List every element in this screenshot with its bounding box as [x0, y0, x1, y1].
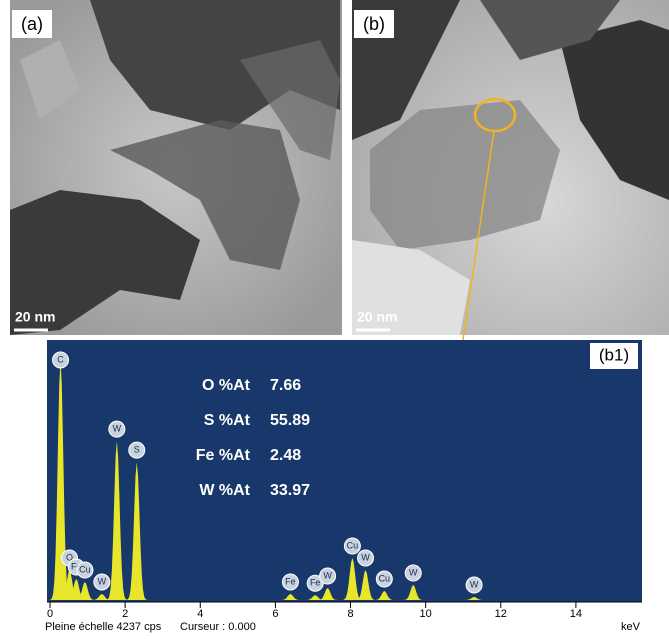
x-tick-label: 10	[420, 608, 432, 620]
panel-label-box	[12, 10, 52, 38]
footer-scale: Pleine échelle 4237 cps	[45, 621, 162, 633]
footer-cursor: Curseur : 0.000	[180, 621, 256, 633]
composition-element: S %At	[204, 412, 251, 429]
peak-label: C	[57, 354, 64, 364]
peak-label-badge	[375, 570, 393, 588]
peak-label: O	[66, 552, 73, 562]
peak-label: Fe	[285, 576, 296, 586]
peak-label: W	[323, 570, 332, 580]
composition-value: 7.66	[270, 377, 301, 394]
peak-label-badge	[357, 549, 375, 567]
panel-label: (b)	[363, 14, 385, 34]
composition-element: O %At	[202, 377, 251, 394]
x-tick-label: 6	[272, 608, 278, 620]
spectrum-peak	[350, 570, 381, 600]
composition-value: 2.48	[270, 447, 301, 464]
composition-value: 55.89	[270, 412, 310, 429]
peak-label: W	[98, 576, 107, 586]
peak-label: W	[470, 579, 479, 589]
peak-label-badge	[319, 567, 337, 585]
peak-label-badge	[128, 441, 146, 459]
panel-label: (a)	[21, 14, 43, 34]
peak-label: Cu	[79, 564, 91, 574]
spectrum-peak	[61, 579, 92, 600]
spectrum-peak	[300, 595, 331, 600]
x-tick-label: 2	[122, 608, 128, 620]
spectrum-peak	[54, 570, 85, 600]
tem-image-b	[352, 0, 669, 335]
arrow-line	[459, 130, 495, 361]
spectrum-peak	[275, 594, 306, 600]
peak-label: Fe	[71, 561, 82, 571]
spectrum-peak	[398, 585, 429, 600]
spectrum-peak	[337, 558, 368, 600]
spectrum-peak	[69, 582, 100, 600]
x-tick-label: 8	[347, 608, 353, 620]
panel-a: (a) 20 nm	[12, 10, 55, 332]
peak-label-badge	[281, 573, 299, 591]
composition-element: Fe %At	[196, 447, 251, 464]
peak-label-badge	[93, 573, 111, 591]
x-tick-label: 0	[47, 608, 53, 620]
peak-label-badge	[108, 420, 126, 438]
peak-label-badge	[465, 576, 483, 594]
peak-label-badge	[76, 561, 94, 579]
x-unit: keV	[621, 621, 641, 633]
panel-label-box	[354, 10, 394, 38]
panel-label-box	[590, 343, 638, 369]
panel-b: (b) 20 nm	[354, 10, 397, 332]
peak-label: Cu	[347, 540, 359, 550]
spectrum-peak	[312, 588, 343, 600]
composition-value: 33.97	[270, 482, 310, 499]
spectrum-background	[47, 340, 642, 602]
peak-label-badge	[52, 351, 70, 369]
spectrum-peak	[459, 597, 490, 600]
panel-label: (b1)	[599, 345, 629, 364]
spectrum-peak	[101, 441, 132, 600]
x-tick-label: 4	[197, 608, 203, 620]
scale-bar-label: 20 nm	[15, 309, 55, 325]
peak-label: Cu	[379, 573, 391, 583]
peak-label-badge	[404, 564, 422, 582]
peak-label: Fe	[310, 578, 321, 588]
peak-label: S	[134, 444, 140, 454]
x-tick-label: 12	[495, 608, 507, 620]
x-tick-label: 14	[570, 608, 582, 620]
peak-label-badge	[343, 537, 361, 555]
peak-label: W	[361, 552, 370, 562]
tem-image-a	[10, 0, 342, 335]
spectrum-peak	[45, 360, 76, 600]
selection-circle	[473, 97, 517, 133]
composition-element: W %At	[199, 482, 250, 499]
spectrum-peak	[121, 462, 152, 600]
spectrum-peak	[86, 594, 117, 600]
scale-bar-label: 20 nm	[357, 309, 397, 325]
spectrum-peak	[369, 591, 400, 600]
peak-label: W	[113, 424, 122, 434]
peak-label: W	[409, 567, 418, 577]
